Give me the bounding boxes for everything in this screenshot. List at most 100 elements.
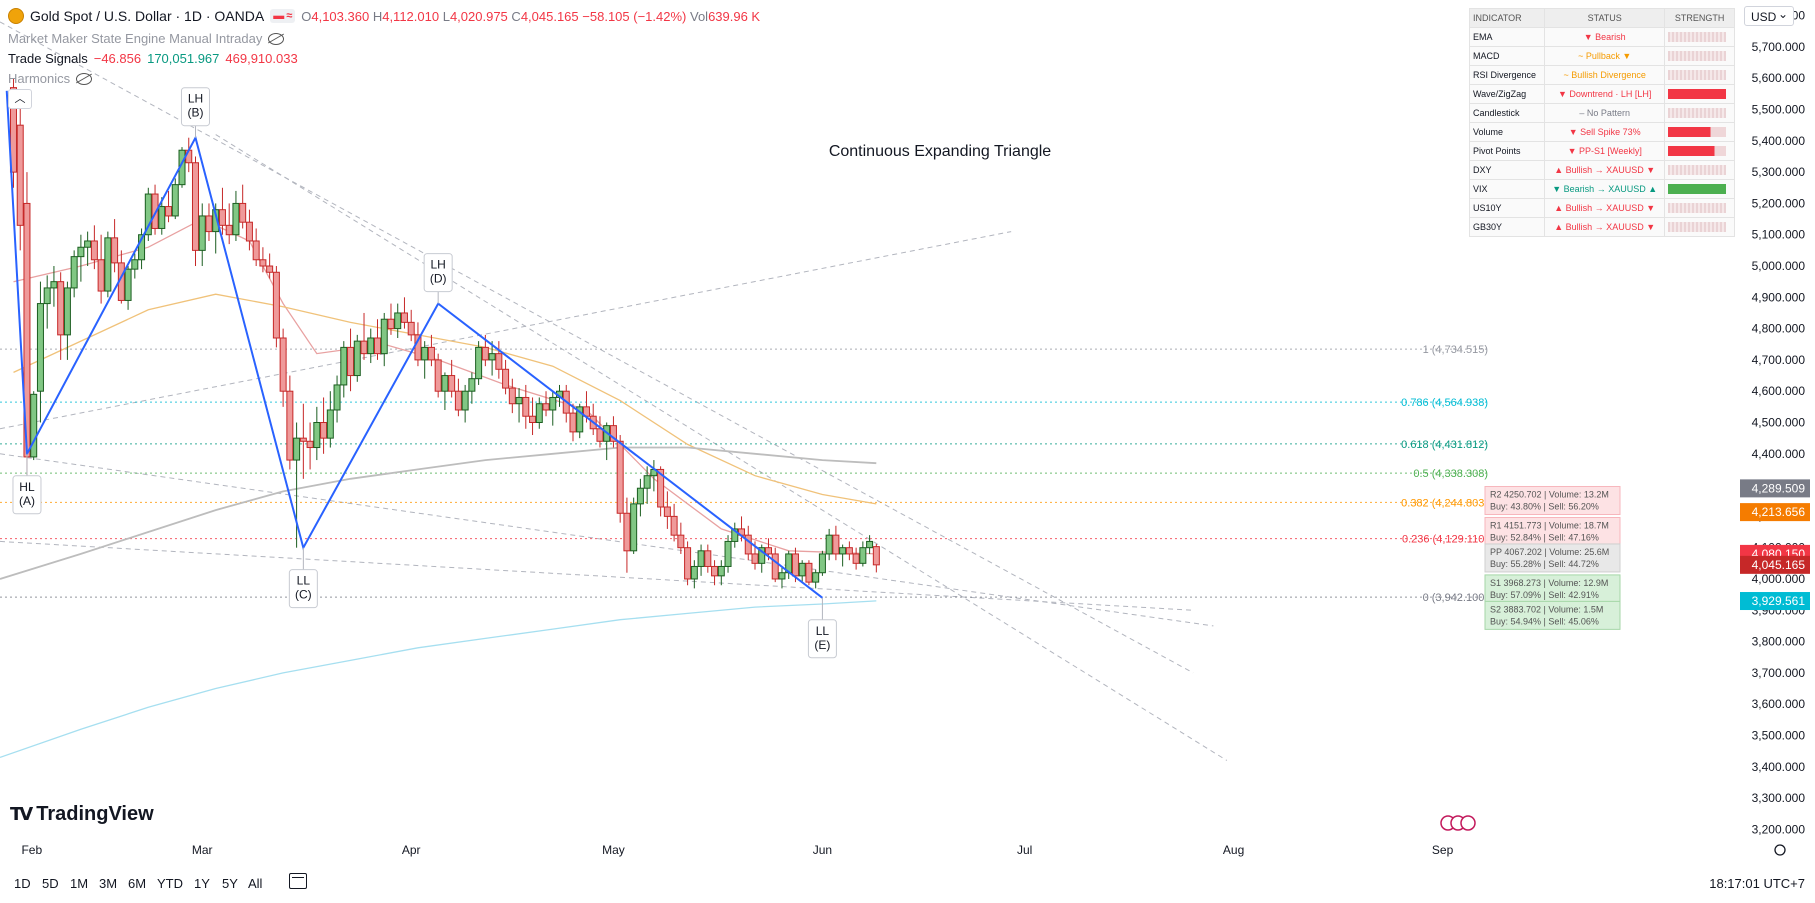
candle: [630, 497, 638, 554]
candle-body: [872, 546, 880, 566]
candle: [731, 522, 739, 548]
candle: [326, 391, 334, 448]
ema-line: [13, 293, 877, 505]
candles: [9, 78, 880, 589]
price-label-box: [1740, 503, 1810, 522]
range-button-5y[interactable]: 5Y: [222, 876, 238, 891]
x-axis: Feb Mar Apr May Jun Jul Aug Sep: [21, 843, 1453, 857]
fib-label: 0 (3,942.100): [1423, 592, 1488, 604]
indicator-row-mmse[interactable]: Market Maker State Engine Manual Intrada…: [8, 31, 285, 46]
pivot-label: (E): [814, 638, 830, 652]
range-button-5d[interactable]: 5D: [42, 876, 59, 891]
y-tick-label: 5,400.000: [1752, 134, 1806, 148]
indicator-name: GB30Y: [1468, 217, 1546, 237]
candle: [663, 491, 671, 529]
candle: [245, 209, 253, 251]
candle: [684, 541, 692, 586]
candle: [643, 466, 651, 504]
candle-body: [131, 259, 139, 270]
candle: [232, 190, 240, 241]
y-tick-label: 5,100.000: [1752, 228, 1806, 242]
candle: [97, 234, 105, 304]
price-label: 4,289.509: [1752, 481, 1806, 495]
candle-body: [798, 562, 806, 577]
pivot-label-box: [288, 569, 318, 609]
pivot-label-box: [807, 619, 837, 659]
candle: [104, 231, 112, 298]
price-label: 3,929.561: [1752, 594, 1806, 608]
candle: [272, 266, 280, 348]
range-button-all[interactable]: All: [248, 876, 263, 891]
symbol-row[interactable]: Gold Spot / U.S. Dollar · 1D · OANDA ▬ ≈ …: [8, 8, 760, 24]
candle: [825, 528, 833, 561]
indicator-name: Harmonics: [8, 71, 71, 86]
indicator-status: ▲ Bullish → XAUUSD ▼: [1544, 217, 1666, 237]
candle-body: [677, 534, 685, 549]
pivot-box: [1484, 600, 1621, 630]
y-tick-label: 3,600.000: [1752, 697, 1806, 711]
pivot-label: (B): [187, 106, 203, 120]
calendar-icon[interactable]: [289, 873, 307, 889]
candle: [650, 460, 658, 492]
logo-text: TradingView: [36, 803, 154, 825]
candle: [30, 391, 38, 461]
range-button-ytd[interactable]: YTD: [157, 876, 183, 891]
table-row: Wave/ZigZag ▼ Downtrend · LH [LH]: [1468, 84, 1735, 104]
range-button-1d[interactable]: 1D: [14, 876, 31, 891]
y-tick-label: 3,200.000: [1752, 822, 1806, 836]
pivot-box-line: Buy: 43.80% | Sell: 56.20%: [1490, 502, 1599, 512]
candle: [360, 312, 368, 360]
indicator-status: ~ Pullback ▼: [1544, 46, 1666, 66]
trade-signal-value: −46.856: [93, 51, 142, 66]
indicator-row-trade-signals[interactable]: Trade Signals −46.856 170,051.967 469,91…: [8, 51, 298, 66]
strength-cell: [1664, 84, 1735, 104]
candle: [805, 560, 813, 586]
eye-hidden-icon[interactable]: [268, 32, 285, 45]
candle: [138, 228, 146, 270]
indicator-status: ▼ Bearish: [1544, 27, 1666, 47]
candle-body: [866, 540, 874, 549]
range-button-6m[interactable]: 6M: [128, 876, 147, 891]
strength-bar: [1668, 165, 1727, 175]
y-tick-label: 3,400.000: [1752, 760, 1806, 774]
ema-series: [0, 218, 877, 759]
candle-body: [657, 468, 665, 508]
pivot-label-box: [180, 87, 210, 127]
candle: [380, 312, 388, 367]
candle: [43, 275, 51, 329]
candle-body: [63, 287, 71, 336]
pattern-title: Continuous Expanding Triangle: [829, 143, 1051, 160]
trendline: [0, 540, 1194, 611]
candle-body: [454, 390, 462, 411]
eye-hidden-icon[interactable]: [76, 72, 93, 85]
candle-body: [97, 259, 105, 292]
symbol-title[interactable]: Gold Spot / U.S. Dollar · 1D · OANDA: [30, 8, 265, 24]
candle: [758, 544, 766, 573]
candle: [77, 234, 85, 282]
clock[interactable]: 18:17:01 UTC+7: [1709, 876, 1805, 891]
candle-body: [549, 396, 557, 411]
strength-cell: [1664, 27, 1735, 47]
candle-body: [529, 415, 537, 424]
strength-cell: [1664, 198, 1735, 218]
candle-body: [218, 209, 226, 226]
candle: [50, 266, 58, 307]
indicator-row-harmonics[interactable]: Harmonics: [8, 71, 93, 86]
trendlines: [0, 21, 1228, 761]
order-pill[interactable]: ▬ ≈: [270, 9, 296, 23]
candle-body: [407, 321, 415, 336]
candle-body: [502, 368, 510, 389]
range-button-3m[interactable]: 3M: [99, 876, 118, 891]
range-button-1y[interactable]: 1Y: [194, 876, 210, 891]
candle: [165, 190, 173, 223]
candle-body: [57, 281, 65, 336]
range-button-1m[interactable]: 1M: [70, 876, 89, 891]
currency-select[interactable]: USD: [1744, 4, 1794, 26]
candle: [205, 203, 213, 241]
indicator-name: DXY: [1468, 160, 1546, 180]
candle: [124, 266, 132, 310]
collapse-legend-button[interactable]: ︿: [8, 89, 32, 109]
candle-body: [138, 234, 146, 261]
candle-body: [347, 346, 355, 377]
